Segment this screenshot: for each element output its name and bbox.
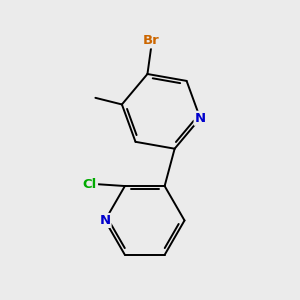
Text: N: N <box>195 112 206 125</box>
Text: Cl: Cl <box>83 178 97 191</box>
Text: N: N <box>99 214 111 227</box>
Text: Br: Br <box>143 34 160 47</box>
